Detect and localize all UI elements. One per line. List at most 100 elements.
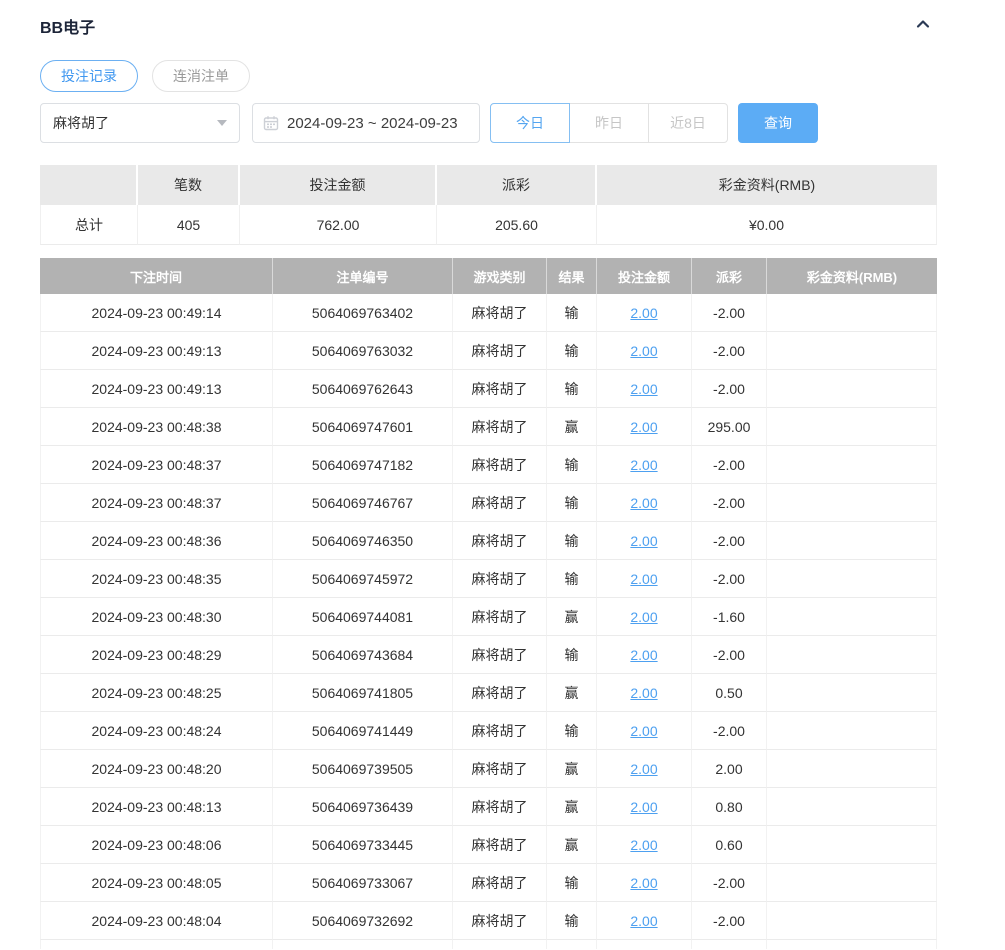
game-select-value: 麻将胡了 [53,115,109,131]
summary-total-label: 总计 [40,205,138,245]
cell-game: 麻将胡了 [453,294,547,332]
cell-order-no: 5064069739505 [273,750,453,788]
cell-jackpot [767,332,937,370]
bet-amount-link[interactable]: 2.00 [630,836,658,853]
cell-order-no: 5064069763402 [273,294,453,332]
col-header-order-no: 注单编号 [273,258,453,294]
cell-bet-time: 2024-09-23 00:48:37 [40,484,273,522]
table-row: 2024-09-23 00:49:13 5064069763032 麻将胡了输 2.0… [40,332,937,370]
quick-range-last8days[interactable]: 近8日 [648,103,728,143]
bet-amount-link[interactable]: 2.00 [630,608,658,625]
bet-amount-link[interactable]: 2.00 [630,684,658,701]
tab-bet-records[interactable]: 投注记录 [40,60,138,92]
cell-order-no: 5064069762643 [273,370,453,408]
cell-empty [767,940,937,949]
bet-amount-link[interactable]: 2.00 [630,304,658,321]
bet-amount-link[interactable]: 2.00 [630,760,658,777]
cell-game: 麻将胡了 [453,826,547,864]
summary-header-payout: 派彩 [437,165,597,205]
cell-order-no: 5064069743684 [273,636,453,674]
cell-order-no: 5064069746767 [273,484,453,522]
bet-amount-link[interactable]: 2.00 [630,874,658,891]
cell-bet-amount: 2.00 [597,446,692,484]
cell-result: 输 [547,636,597,674]
cell-bet-time: 2024-09-23 00:49:13 [40,332,273,370]
cell-bet-time: 2024-09-23 00:48:13 [40,788,273,826]
cell-payout: -2.00 [692,636,767,674]
cell-order-no: 5064069744081 [273,598,453,636]
cell-empty [40,940,273,949]
bet-amount-link[interactable]: 2.00 [630,418,658,435]
bet-amount-link[interactable]: 2.00 [630,342,658,359]
bet-amount-link[interactable]: 2.00 [630,380,658,397]
bet-amount-link[interactable]: 2.00 [630,646,658,663]
cell-order-no: 5064069741805 [273,674,453,712]
table-row: 2024-09-23 00:48:38 5064069747601 麻将胡了赢 2.0… [40,408,937,446]
cell-bet-time: 2024-09-23 00:48:05 [40,864,273,902]
col-header-game: 游戏类别 [453,258,547,294]
tab-cancelled-orders[interactable]: 连消注单 [152,60,250,92]
cell-bet-time: 2024-09-23 00:48:36 [40,522,273,560]
bet-table-body: 2024-09-23 00:49:14 5064069763402 麻将胡了输 2.0… [40,294,937,949]
cell-bet-amount: 2.00 [597,788,692,826]
cell-result: 输 [547,332,597,370]
col-header-payout: 派彩 [692,258,767,294]
cell-jackpot [767,902,937,940]
cell-game: 麻将胡了 [453,636,547,674]
bet-table: 下注时间 注单编号 游戏类别 结果 投注金额 派彩 彩金资料(RMB) 2024… [40,258,937,949]
cell-result: 输 [547,522,597,560]
cell-jackpot [767,788,937,826]
table-row: 2024-09-23 00:48:25 5064069741805 麻将胡了赢 2.0… [40,674,937,712]
bet-amount-link[interactable]: 2.00 [630,722,658,739]
cell-jackpot [767,598,937,636]
table-row: 2024-09-23 00:48:05 5064069733067 麻将胡了输 2.0… [40,864,937,902]
quick-range-yesterday[interactable]: 昨日 [569,103,649,143]
cell-result: 输 [547,446,597,484]
cell-bet-time: 2024-09-23 00:48:30 [40,598,273,636]
bet-amount-link[interactable]: 2.00 [630,570,658,587]
cell-jackpot [767,484,937,522]
cell-payout: 0.80 [692,788,767,826]
game-select[interactable]: 麻将胡了 [40,103,240,143]
bet-amount-link[interactable]: 2.00 [630,456,658,473]
cell-game: 麻将胡了 [453,560,547,598]
cell-bet-time: 2024-09-23 00:48:37 [40,446,273,484]
chevron-up-icon [913,14,933,39]
cell-jackpot [767,408,937,446]
cell-result: 输 [547,864,597,902]
cell-empty [547,940,597,949]
bet-amount-link[interactable]: 2.00 [630,532,658,549]
cell-payout: 0.50 [692,674,767,712]
col-header-result: 结果 [547,258,597,294]
bet-amount-link[interactable]: 2.00 [630,912,658,929]
summary-total-bet-amount: 762.00 [240,205,437,245]
cell-bet-amount: 2.00 [597,522,692,560]
quick-range-group: 今日 昨日 近8日 [490,103,728,143]
cell-jackpot [767,674,937,712]
cell-bet-amount: 2.00 [597,598,692,636]
table-row: 2024-09-23 00:48:20 5064069739505 麻将胡了赢 2.0… [40,750,937,788]
col-header-bet: 投注金额 [597,258,692,294]
bet-amount-link[interactable]: 2.00 [630,494,658,511]
content: BB电子 投注记录 连消注单 麻将胡了 2024-09-23 ~ 2024-09… [40,0,937,949]
cell-empty [597,940,692,949]
cell-payout: -2.00 [692,560,767,598]
summary-total-count: 405 [138,205,240,245]
search-button[interactable]: 查询 [738,103,818,143]
cell-bet-time: 2024-09-23 00:48:25 [40,674,273,712]
date-range-input[interactable]: 2024-09-23 ~ 2024-09-23 [252,103,480,143]
cell-game: 麻将胡了 [453,370,547,408]
summary-table: 笔数 投注金额 派彩 彩金资料(RMB) 总计 405 762.00 205.6… [40,165,937,245]
cell-bet-time: 2024-09-23 00:48:24 [40,712,273,750]
cell-result: 赢 [547,826,597,864]
summary-header-bet-amount: 投注金额 [240,165,437,205]
summary-header-jackpot: 彩金资料(RMB) [718,177,816,193]
cell-jackpot [767,370,937,408]
cell-bet-time: 2024-09-23 00:48:06 [40,826,273,864]
cell-game: 麻将胡了 [453,788,547,826]
collapse-button[interactable] [913,14,933,39]
quick-range-today[interactable]: 今日 [490,103,570,143]
cell-jackpot [767,826,937,864]
bet-amount-link[interactable]: 2.00 [630,798,658,815]
table-row: 2024-09-23 00:48:37 5064069746767 麻将胡了输 2.0… [40,484,937,522]
